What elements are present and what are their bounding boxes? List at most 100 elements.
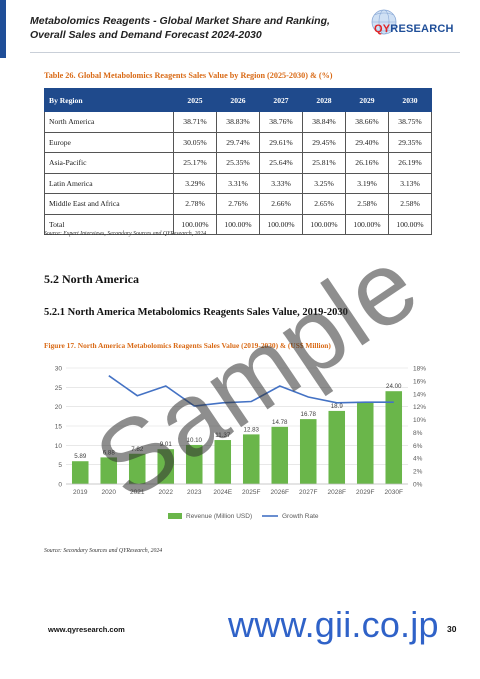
revenue-bar <box>299 419 317 484</box>
table-header-row: By Region 2025 2026 2027 2028 2029 2030 <box>44 88 432 112</box>
figure-source-note: Source: Secondary Sources and QYResearch… <box>44 548 163 554</box>
legend-swatch-revenue <box>168 513 182 519</box>
table-source-note: Source: Expert Interviews, Secondary Sou… <box>44 231 207 237</box>
revenue-bar <box>242 434 260 484</box>
gii-watermark-text: www.gii.co.jp <box>228 604 439 645</box>
value-cell: 2.66% <box>259 193 303 215</box>
value-cell: 100.00% <box>388 213 432 235</box>
globe-icon <box>371 9 397 35</box>
document-title: Metabolomics Reagents - Global Market Sh… <box>30 15 330 41</box>
region-cell: North America <box>44 111 174 133</box>
value-cell: 25.17% <box>173 152 217 174</box>
table-header-year: 2028 <box>302 88 346 112</box>
figure-caption: Figure 17. North America Metabolomics Re… <box>44 341 331 350</box>
x-tick-label: 2028F <box>328 489 346 496</box>
table-header-region: By Region <box>44 88 174 112</box>
y-right-tick-label: 0% <box>413 482 423 489</box>
value-cell: 2.58% <box>345 193 389 215</box>
page-number: 30 <box>447 624 457 634</box>
x-tick-label: 2025F <box>242 489 260 496</box>
value-cell: 38.84% <box>302 111 346 133</box>
value-cell: 29.61% <box>259 131 303 153</box>
value-cell: 26.16% <box>345 152 389 174</box>
page-header: Metabolomics Reagents - Global Market Sh… <box>0 0 480 60</box>
table-header-year: 2026 <box>216 88 260 112</box>
value-cell: 30.05% <box>173 131 217 153</box>
logo-text: QYRESEARCH <box>374 23 454 35</box>
region-share-table: By Region 2025 2026 2027 2028 2029 2030 … <box>44 88 432 235</box>
value-cell: 3.19% <box>345 172 389 194</box>
table-row: Asia-Pacific 25.17% 25.35% 25.64% 25.81% 26.1… <box>44 152 432 174</box>
value-cell: 3.29% <box>173 172 217 194</box>
y-right-tick-label: 16% <box>413 378 426 385</box>
x-tick-label: 2027F <box>299 489 317 496</box>
revenue-bar <box>214 440 232 484</box>
value-cell: 29.35% <box>388 131 432 153</box>
table-header-year: 2027 <box>259 88 303 112</box>
region-cell: Asia-Pacific <box>44 152 174 174</box>
qyresearch-logo: QYRESEARCH <box>352 6 462 46</box>
value-cell: 2.76% <box>216 193 260 215</box>
x-tick-label: 2020 <box>102 489 117 496</box>
revenue-bar <box>385 391 403 484</box>
table-header-year: 2025 <box>173 88 217 112</box>
revenue-bar <box>128 453 146 484</box>
region-cell: Total <box>44 213 174 235</box>
y-left-tick-label: 30 <box>55 366 63 373</box>
x-tick-label: 2023 <box>187 489 202 496</box>
y-right-tick-label: 14% <box>413 391 426 398</box>
y-right-tick-label: 4% <box>413 456 423 463</box>
value-cell: 25.35% <box>216 152 260 174</box>
value-cell: 3.13% <box>388 172 432 194</box>
revenue-growth-chart: 0 5 10 15 20 25 30 0% 2% 4% 6% 8% 10% 12% 14% 16% 18% 5.8… <box>55 366 426 521</box>
value-cell: 38.71% <box>173 111 217 133</box>
value-cell: 3.25% <box>302 172 346 194</box>
value-cell: 100.00% <box>345 213 389 235</box>
revenue-bar <box>271 426 289 484</box>
region-cell: Europe <box>44 131 174 153</box>
x-tick-label: 2024E <box>213 489 232 496</box>
value-cell: 25.64% <box>259 152 303 174</box>
table-row: Total 100.00% 100.00% 100.00% 100.00% 100.00%… <box>44 213 432 235</box>
bar-data-label: 11.37 <box>215 432 231 439</box>
y-left-tick-label: 15 <box>55 424 63 431</box>
table-row: North America 38.71% 38.83% 38.76% 38.84% 38.… <box>44 111 432 133</box>
y-left-tick-label: 20 <box>55 404 63 411</box>
revenue-bar <box>157 449 175 484</box>
value-cell: 26.19% <box>388 152 432 174</box>
section-heading: 5.2 North America <box>44 272 139 286</box>
table-caption: Table 26. Global Metabolomics Reagents S… <box>44 71 333 80</box>
bar-data-label: 24.00 <box>386 383 402 390</box>
value-cell: 100.00% <box>216 213 260 235</box>
value-cell: 29.40% <box>345 131 389 153</box>
revenue-bar <box>328 410 346 484</box>
header-divider <box>30 52 460 53</box>
revenue-bar <box>356 401 374 484</box>
growth-rate-line <box>108 375 394 407</box>
y-right-tick-label: 12% <box>413 404 426 411</box>
revenue-bar <box>185 444 203 484</box>
value-cell: 100.00% <box>302 213 346 235</box>
revenue-bar <box>71 461 89 484</box>
x-tick-label: 2021 <box>130 489 145 496</box>
bar-data-label: 6.88 <box>103 449 116 456</box>
value-cell: 29.45% <box>302 131 346 153</box>
y-right-tick-label: 6% <box>413 443 423 450</box>
bar-data-label: 16.78 <box>301 411 317 418</box>
region-cell: Latin America <box>44 172 174 194</box>
bar-data-label: 9.01 <box>160 441 173 448</box>
table-row: Europe 30.05% 29.74% 29.61% 29.45% 29.40% 29.3… <box>44 131 432 153</box>
bar-data-label: 5.89 <box>74 453 87 460</box>
value-cell: 2.78% <box>173 193 217 215</box>
bar-data-label: 18.9 <box>331 403 344 410</box>
y-right-tick-label: 10% <box>413 417 426 424</box>
bar-data-label: 12.83 <box>244 426 260 433</box>
bar-data-label: 10.10 <box>187 437 203 444</box>
legend-label-revenue: Revenue (Million USD) <box>186 513 252 520</box>
y-left-tick-label: 5 <box>58 462 62 469</box>
x-tick-label: 2022 <box>159 489 174 496</box>
table-header-year: 2029 <box>345 88 389 112</box>
x-tick-label: 2029F <box>356 489 374 496</box>
bar-data-label: 14.78 <box>272 419 288 426</box>
